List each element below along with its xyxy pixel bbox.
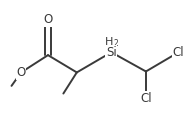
Text: 2: 2: [114, 38, 118, 48]
Text: Cl: Cl: [173, 46, 184, 59]
Text: H: H: [105, 37, 113, 47]
Text: O: O: [17, 66, 26, 79]
Text: Si: Si: [106, 46, 117, 59]
Text: O: O: [43, 13, 53, 26]
Text: Cl: Cl: [140, 92, 152, 105]
